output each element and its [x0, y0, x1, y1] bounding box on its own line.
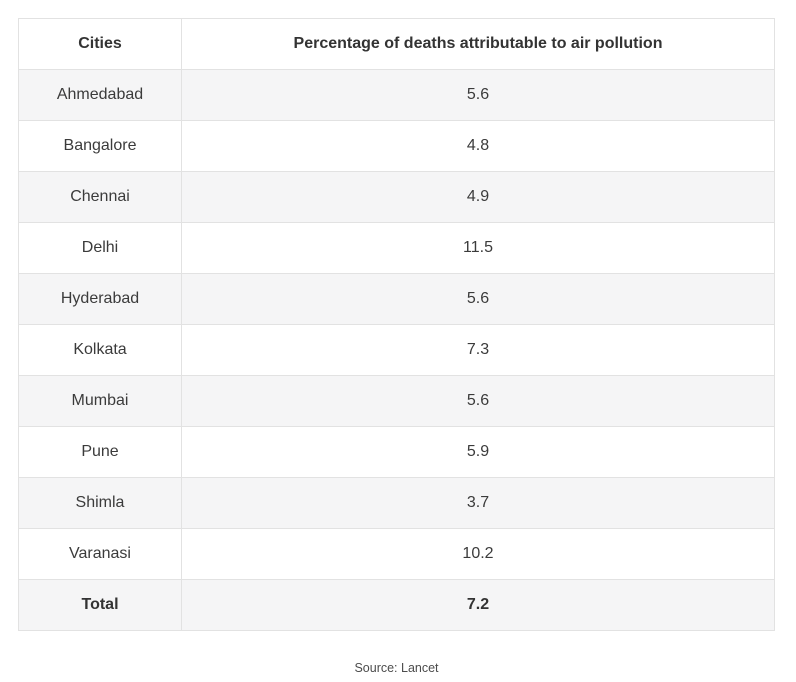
- table-row: Bangalore 4.8: [18, 120, 775, 172]
- value-cell: 7.3: [181, 324, 775, 376]
- header-percentage: Percentage of deaths attributable to air…: [181, 18, 775, 70]
- city-cell: Bangalore: [18, 120, 182, 172]
- table-row: Chennai 4.9: [18, 171, 775, 223]
- header-cities: Cities: [18, 18, 182, 70]
- city-cell: Kolkata: [18, 324, 182, 376]
- value-cell: 5.9: [181, 426, 775, 478]
- value-cell: 3.7: [181, 477, 775, 529]
- table-row: Pune 5.9: [18, 426, 775, 478]
- total-row: Total 7.2: [18, 579, 775, 631]
- city-cell: Chennai: [18, 171, 182, 223]
- air-pollution-table: Cities Percentage of deaths attributable…: [18, 18, 775, 631]
- table-row: Kolkata 7.3: [18, 324, 775, 376]
- table-row: Hyderabad 5.6: [18, 273, 775, 325]
- city-cell: Mumbai: [18, 375, 182, 427]
- source-note: Source: Lancet: [354, 661, 439, 675]
- city-cell: Ahmedabad: [18, 69, 182, 121]
- value-cell: 10.2: [181, 528, 775, 580]
- city-cell: Pune: [18, 426, 182, 478]
- table-row: Shimla 3.7: [18, 477, 775, 529]
- table-row: Delhi 11.5: [18, 222, 775, 274]
- city-cell: Shimla: [18, 477, 182, 529]
- value-cell: 5.6: [181, 273, 775, 325]
- total-value-cell: 7.2: [181, 579, 775, 631]
- city-cell: Delhi: [18, 222, 182, 274]
- value-cell: 4.9: [181, 171, 775, 223]
- table-total-section: Total 7.2: [18, 579, 775, 631]
- value-cell: 5.6: [181, 375, 775, 427]
- city-cell: Hyderabad: [18, 273, 182, 325]
- table-body: Ahmedabad 5.6 Bangalore 4.8 Chennai 4.9 Delhi 1…: [18, 69, 775, 580]
- table-row: Varanasi 10.2: [18, 528, 775, 580]
- table-row: Mumbai 5.6: [18, 375, 775, 427]
- city-cell: Varanasi: [18, 528, 182, 580]
- value-cell: 4.8: [181, 120, 775, 172]
- table-row: Ahmedabad 5.6: [18, 69, 775, 121]
- total-label-cell: Total: [18, 579, 182, 631]
- header-row: Cities Percentage of deaths attributable…: [18, 18, 775, 70]
- value-cell: 5.6: [181, 69, 775, 121]
- value-cell: 11.5: [181, 222, 775, 274]
